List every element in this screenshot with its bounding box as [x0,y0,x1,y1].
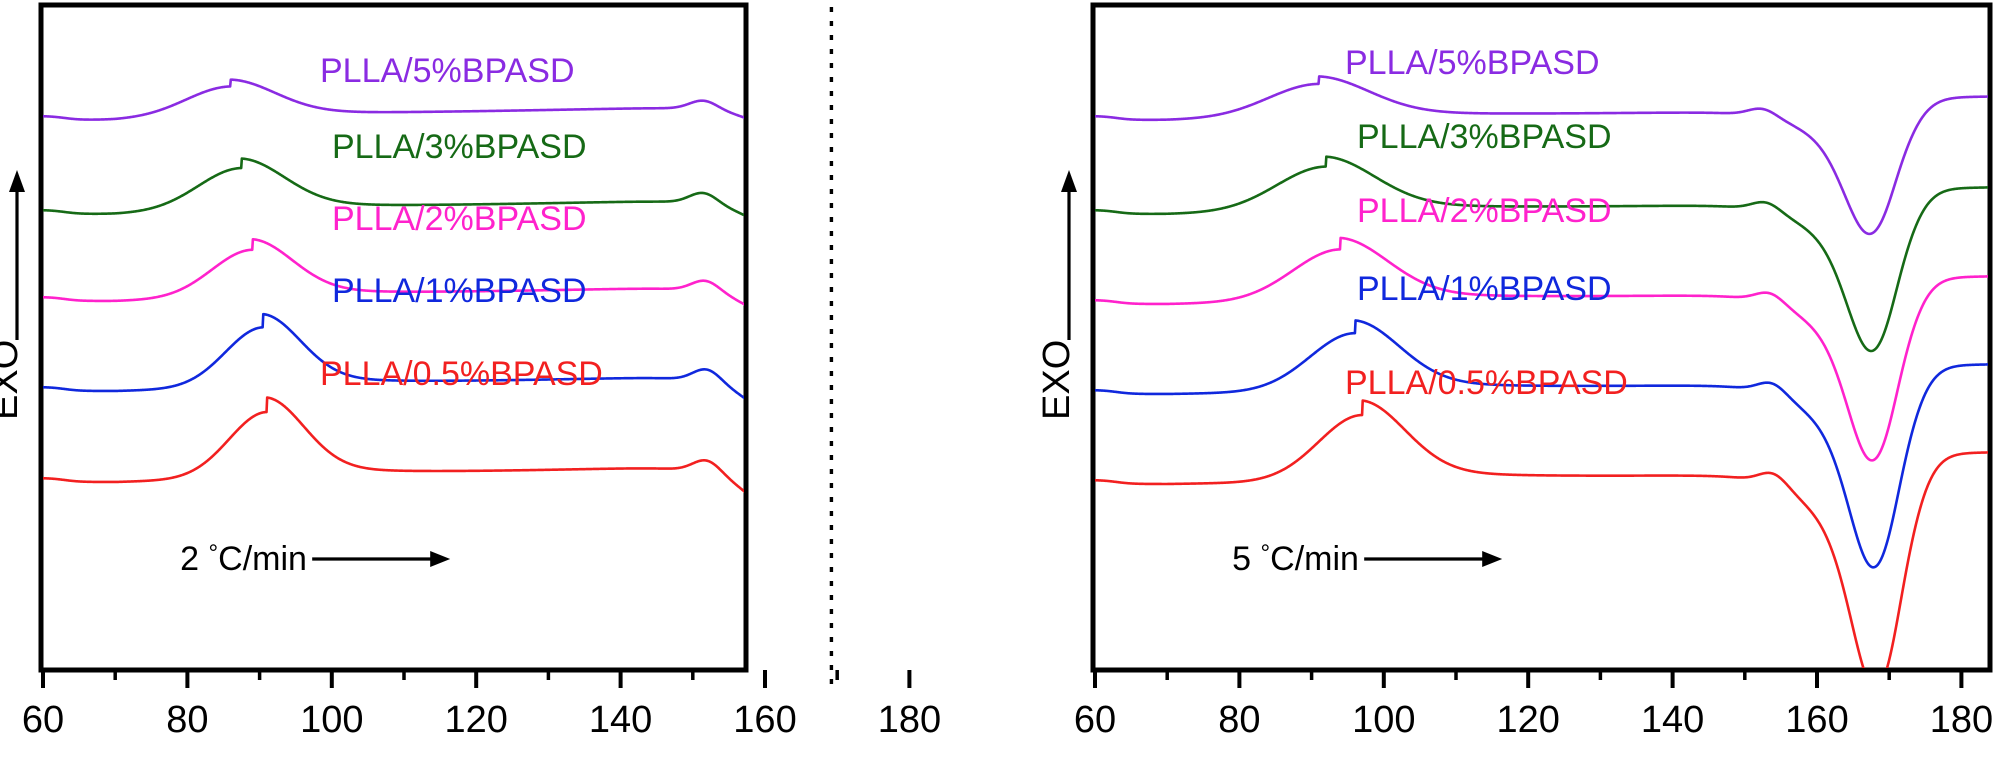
degree-symbol: ° [209,540,219,567]
celsius-letter: C [1650,762,1677,764]
x-tick-label: 160 [733,699,796,741]
dsc-curve-plla-2-bpasd [1095,236,1988,462]
y-axis-label-exo: EXO [0,340,26,420]
x-tick-label: 80 [1218,699,1260,741]
x-tick-label: 140 [1641,699,1704,741]
dsc-curve-plla-3-bpasd [1095,155,1988,353]
dsc-plot-left: PLLA/5%BPASD PLLA/3%BPASD PLLA/2%BPASD PLLA… [0,2,941,764]
curves-group [43,78,744,493]
curve-label-plla-0-5-bpasd: PLLA/0.5%BPASD [320,355,603,393]
heating-direction-arrow-head [1482,551,1503,567]
celsius-letter: C [502,762,529,764]
plot-frame [1090,2,1993,673]
curve-label-plla-1-bpasd: PLLA/1%BPASD [332,272,587,310]
x-axis-title-text: Temperature/ [258,762,492,764]
x-axis-title-text: Temperature/ [1406,762,1640,764]
x-tick-label: 100 [1352,699,1415,741]
dsc-curve-plla-0-5-bpasd [43,396,744,493]
plot-frame [38,2,749,673]
dsc-curve-plla-2-bpasd [43,237,744,306]
x-tick-label: 80 [166,699,208,741]
x-tick-label: 60 [22,699,64,741]
x-tick-label: 160 [1785,699,1848,741]
heating-rate-unit: C/min [1270,540,1359,578]
x-tick-label: 60 [1074,699,1116,741]
heating-rate-label: 5 °C/min [1232,540,1359,578]
dsc-panel-left: PLLA/5%BPASD PLLA/3%BPASD PLLA/2%BPASD PLLA… [0,2,941,764]
dsc-plot-right: PLLA/5%BPASD PLLA/3%BPASD PLLA/2%BPASD PLLA… [1036,2,1993,764]
exo-arrow-head [1061,170,1077,192]
heating-rate-value: 2 [180,540,208,578]
x-tick-label: 180 [1930,699,1993,741]
curve-label-plla-0-5-bpasd: PLLA/0.5%BPASD [1345,364,1628,402]
dsc-curve-plla-0-5-bpasd [1095,399,1988,668]
x-tick-label: 100 [300,699,363,741]
dsc-panel-right: PLLA/5%BPASD PLLA/3%BPASD PLLA/2%BPASD PLLA… [1000,0,2000,764]
x-tick-label: 120 [444,699,507,741]
x-axis-title: Temperature/ °C [1406,762,1678,764]
y-axis-label-exo: EXO [1036,340,1078,420]
heating-rate-value: 5 [1232,540,1260,578]
heating-rate-unit: C/min [218,540,307,578]
dsc-curve-plla-5-bpasd [1095,75,1988,236]
degree-symbol: ° [1261,540,1271,567]
curve-label-plla-1-bpasd: PLLA/1%BPASD [1357,270,1612,308]
curve-label-plla-5-bpasd: PLLA/5%BPASD [1345,44,1600,82]
curve-label-plla-3-bpasd: PLLA/3%BPASD [332,128,587,166]
heating-direction-arrow-head [430,551,451,567]
dsc-curve-plla-5-bpasd [43,78,744,121]
x-tick-label: 180 [878,699,941,741]
curves-group [1095,75,1988,668]
x-axis-title: Temperature/ °C [258,762,530,764]
curve-label-plla-5-bpasd: PLLA/5%BPASD [320,52,575,90]
dsc-curve-plla-1-bpasd [43,312,744,400]
curve-label-plla-2-bpasd: PLLA/2%BPASD [1357,192,1612,230]
x-tick-label: 120 [1496,699,1559,741]
curve-label-plla-2-bpasd: PLLA/2%BPASD [332,200,587,238]
x-tick-label: 140 [589,699,652,741]
heating-rate-label: 2 °C/min [180,540,307,578]
dsc-curve-plla-1-bpasd [1095,319,1988,569]
curve-label-plla-3-bpasd: PLLA/3%BPASD [1357,118,1612,156]
dsc-curve-plla-3-bpasd [43,157,744,217]
exo-arrow-head [9,170,25,192]
